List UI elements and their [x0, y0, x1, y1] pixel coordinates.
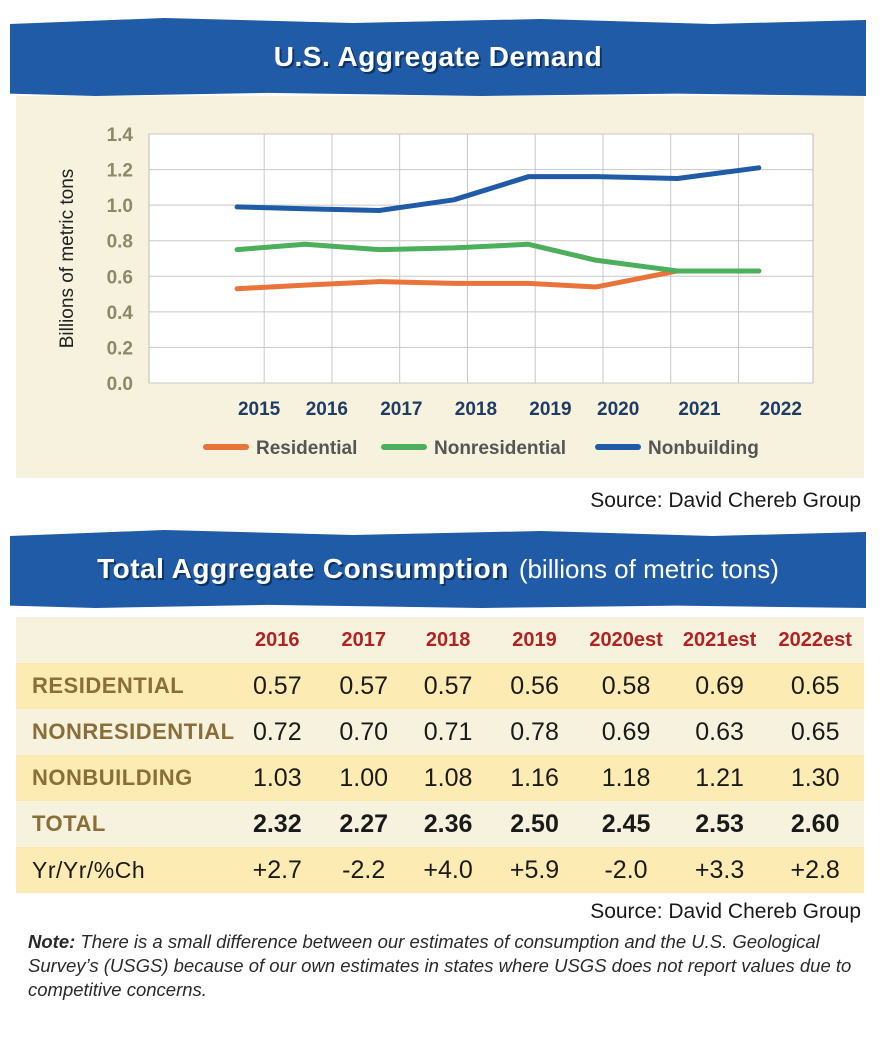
table-cell: 0.65 [766, 663, 864, 709]
table-cell: -2.0 [579, 847, 673, 893]
series-line-nonresidential [234, 241, 762, 274]
table-cell: 2.60 [766, 801, 864, 847]
x-tick-label: 2022 [760, 399, 802, 420]
x-tick-label: 2016 [306, 399, 348, 420]
x-tick-label: 2019 [529, 399, 571, 420]
table-cell: +2.8 [766, 847, 864, 893]
table-cell: 1.00 [321, 755, 407, 801]
table-cell: 1.21 [672, 755, 767, 801]
y-tick-label: 0.8 [107, 232, 133, 253]
table-cell: 0.63 [672, 709, 767, 755]
header-year: 2022est [766, 617, 864, 663]
table-cell: +2.7 [233, 847, 322, 893]
table-banner-title: Total Aggregate Consumption [97, 553, 509, 584]
y-tick-label: 1.0 [107, 196, 133, 217]
y-tick-label: 0.4 [107, 303, 134, 324]
table-cell: +3.3 [672, 847, 767, 893]
table-cell: 0.57 [321, 663, 407, 709]
table-cell: 2.45 [579, 801, 673, 847]
header-year: 2021est [672, 617, 767, 663]
row-label: NONBUILDING [16, 755, 234, 801]
consumption-table: 2016 2017 2018 2019 2020est 2021est 2022… [16, 617, 864, 893]
table-cell: 1.18 [579, 755, 673, 801]
x-tick-label: 2017 [380, 399, 422, 420]
table-cell: 0.71 [406, 709, 490, 755]
table-cell: 0.78 [489, 709, 580, 755]
table-header-row: 2016 2017 2018 2019 2020est 2021est 2022… [16, 617, 864, 663]
x-tick-label: 2021 [678, 399, 721, 420]
table-banner-subtitle: (billions of metric tons) [518, 553, 779, 584]
table-cell: 2.32 [233, 801, 322, 847]
y-tick-label: 0.0 [107, 374, 133, 395]
chart-banner-title: U.S. Aggregate Demand [273, 41, 603, 72]
table-row-total: TOTAL 2.32 2.27 2.36 2.50 2.45 2.53 2.60 [16, 801, 864, 847]
footnote-label: Note: [28, 931, 76, 952]
table-row-yoy-change: Yr/Yr/%Ch +2.7 -2.2 +4.0 +5.9 -2.0 +3.3 … [16, 847, 864, 893]
header-year: 2019 [489, 617, 580, 663]
table-cell: 0.72 [233, 709, 322, 755]
table-row-nonbuilding: NONBUILDING 1.03 1.00 1.08 1.16 1.18 1.2… [16, 755, 864, 801]
table-banner: Total Aggregate Consumption (billions of… [10, 530, 866, 608]
chart-source: Source: David Chereb Group [590, 489, 861, 512]
table-row-residential: RESIDENTIAL 0.57 0.57 0.57 0.56 0.58 0.6… [16, 663, 864, 709]
table-cell: 2.36 [406, 801, 490, 847]
table-cell: 2.53 [672, 801, 767, 847]
table-cell: 0.69 [579, 709, 673, 755]
table-cell: +5.9 [489, 847, 580, 893]
table-cell: -2.2 [321, 847, 407, 893]
line-chart: 0.0 0.2 0.4 0.6 0.8 1.0 1.2 1.4 2015 2016 2017 2018… [57, 125, 814, 459]
y-tick-label: 0.6 [107, 267, 133, 288]
y-tick-label: 0.2 [107, 338, 133, 359]
table-cell: 0.58 [579, 663, 673, 709]
table-cell: 0.65 [766, 709, 864, 755]
table-cell: 0.70 [321, 709, 407, 755]
x-tick-label: 2015 [238, 399, 281, 420]
footnote-text: There is a small difference between our … [28, 931, 852, 1000]
row-label: NONRESIDENTIAL [16, 709, 234, 755]
chart-panel: 0.0 0.2 0.4 0.6 0.8 1.0 1.2 1.4 2015 2016 2017 2018… [16, 96, 864, 478]
header-year: 2020est [579, 617, 673, 663]
series-line-residential [234, 268, 762, 292]
legend-label: Nonbuilding [648, 438, 759, 459]
table-cell: 2.27 [321, 801, 407, 847]
table-row-nonresidential: NONRESIDENTIAL 0.72 0.70 0.71 0.78 0.69 … [16, 709, 864, 755]
y-tick-label: 1.4 [107, 125, 134, 146]
series-line-nonbuilding [234, 165, 762, 213]
y-axis-label: Billions of metric tons [57, 169, 78, 349]
legend-label: Residential [256, 438, 357, 459]
row-label: TOTAL [16, 801, 234, 847]
y-tick-label: 1.2 [107, 161, 133, 182]
table-cell: 1.03 [233, 755, 322, 801]
table-cell: 1.30 [766, 755, 864, 801]
consumption-table-panel: 2016 2017 2018 2019 2020est 2021est 2022… [16, 617, 864, 893]
header-year: 2018 [406, 617, 490, 663]
table-cell: 0.57 [406, 663, 490, 709]
table-cell: +4.0 [406, 847, 490, 893]
table-cell: 0.57 [233, 663, 322, 709]
table-cell: 0.69 [672, 663, 767, 709]
footnote: Note: There is a small difference betwee… [28, 930, 868, 1002]
header-year: 2017 [321, 617, 407, 663]
table-cell: 1.08 [406, 755, 490, 801]
chart-banner: U.S. Aggregate Demand [10, 18, 866, 96]
header-year: 2016 [233, 617, 322, 663]
x-tick-label: 2020 [597, 399, 639, 420]
header-blank [16, 617, 234, 663]
legend-label: Nonresidential [434, 438, 566, 459]
table-cell: 0.56 [489, 663, 580, 709]
row-label: Yr/Yr/%Ch [16, 847, 234, 893]
row-label: RESIDENTIAL [16, 663, 234, 709]
x-tick-label: 2018 [455, 399, 497, 420]
table-cell: 2.50 [489, 801, 580, 847]
table-cell: 1.16 [489, 755, 580, 801]
table-source: Source: David Chereb Group [590, 900, 861, 923]
